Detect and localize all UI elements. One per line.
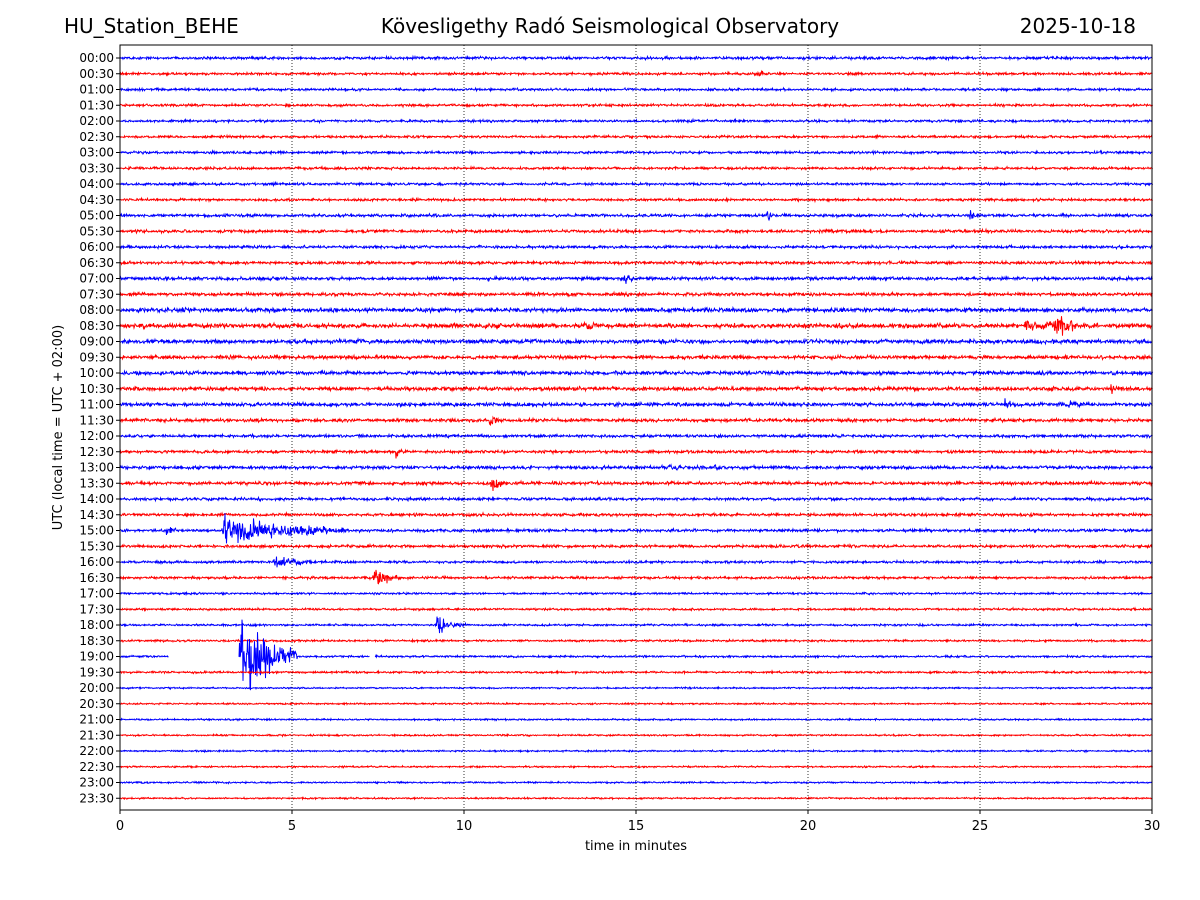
y-tick-label-06:00: 06:00	[79, 240, 114, 254]
plot-frame	[119, 44, 1153, 811]
y-tick-label-19:30: 19:30	[79, 665, 114, 679]
trace-14:30	[120, 511, 1153, 519]
y-tick-label-09:00: 09:00	[79, 335, 114, 349]
y-tick-label-10:00: 10:00	[79, 366, 114, 380]
chart-date: 2025-10-18	[1019, 14, 1136, 38]
y-tick-label-18:00: 18:00	[79, 618, 114, 632]
x-tick-label-0: 0	[116, 819, 124, 834]
trace-01:00	[119, 86, 1153, 93]
y-tick-label-04:00: 04:00	[79, 177, 114, 191]
y-tick-label-12:00: 12:00	[79, 429, 114, 443]
trace-04:30	[119, 196, 1153, 204]
trace-16:30	[119, 569, 1153, 585]
trace-10:30	[119, 384, 1153, 395]
y-tick-label-02:30: 02:30	[79, 130, 114, 144]
y-tick-label-16:00: 16:00	[79, 555, 114, 569]
y-tick-label-21:00: 21:00	[79, 713, 114, 727]
y-tick-label-18:30: 18:30	[79, 634, 114, 648]
x-tick-label-10: 10	[456, 819, 473, 834]
trace-08:30	[119, 316, 1153, 336]
y-tick-label-19:00: 19:00	[79, 650, 114, 664]
trace-23:00	[119, 780, 1153, 785]
trace-00:30	[119, 69, 1153, 78]
y-tick-label-11:30: 11:30	[79, 413, 114, 427]
y-tick-label-08:30: 08:30	[79, 319, 114, 333]
trace-09:00	[119, 337, 1153, 346]
x-tick-label-15: 15	[628, 819, 645, 834]
y-tick-label-20:30: 20:30	[79, 697, 114, 711]
trace-06:30	[119, 259, 1153, 267]
x-tick-label-25: 25	[972, 819, 989, 834]
trace-12:00	[119, 432, 1153, 440]
y-tick-label-15:00: 15:00	[79, 524, 114, 538]
trace-11:30	[119, 415, 1153, 426]
chart-title: Kövesligethy Radó Seismological Observat…	[380, 14, 840, 38]
trace-15:00	[119, 513, 1153, 544]
y-tick-label-00:30: 00:30	[79, 67, 114, 81]
y-tick-label-03:00: 03:00	[79, 146, 114, 160]
trace-04:00	[119, 180, 1153, 188]
trace-20:30	[119, 701, 1153, 707]
y-tick-label-01:00: 01:00	[79, 83, 114, 97]
y-tick-label-22:30: 22:30	[79, 760, 114, 774]
trace-05:00	[119, 210, 1153, 222]
trace-02:30	[119, 133, 1153, 140]
trace-17:00	[119, 590, 1153, 597]
trace-22:30	[119, 764, 1153, 770]
y-tick-label-08:00: 08:00	[79, 303, 114, 317]
y-tick-label-07:30: 07:30	[79, 287, 114, 301]
y-tick-label-20:00: 20:00	[79, 681, 114, 695]
trace-09:30	[119, 353, 1153, 362]
x-tick-label-20: 20	[800, 819, 817, 834]
trace-11:00	[119, 398, 1153, 409]
x-tick-label-30: 30	[1144, 819, 1161, 834]
y-tick-label-07:00: 07:00	[79, 272, 114, 286]
trace-12:30	[119, 447, 1153, 459]
y-axis-label: UTC (local time = UTC + 02:00)	[51, 325, 66, 530]
station-name: HU_Station_BEHE	[64, 14, 239, 38]
y-tick-label-17:00: 17:00	[79, 587, 114, 601]
y-tick-label-14:00: 14:00	[79, 492, 114, 506]
y-tick-label-06:30: 06:30	[79, 256, 114, 270]
y-tick-label-10:30: 10:30	[79, 382, 114, 396]
y-tick-label-21:30: 21:30	[79, 728, 114, 742]
y-tick-label-12:30: 12:30	[79, 445, 114, 459]
y-tick-label-01:30: 01:30	[79, 98, 114, 112]
y-tick-label-15:30: 15:30	[79, 539, 114, 553]
y-tick-label-22:00: 22:00	[79, 744, 114, 758]
x-tick-label-5: 5	[288, 819, 296, 834]
y-tick-label-05:00: 05:00	[79, 209, 114, 223]
grid-layer	[291, 45, 981, 810]
y-tick-label-09:30: 09:30	[79, 350, 114, 364]
y-tick-label-04:30: 04:30	[79, 193, 114, 207]
y-tick-label-02:00: 02:00	[79, 114, 114, 128]
y-tick-label-13:30: 13:30	[79, 476, 114, 490]
y-tick-label-05:30: 05:30	[79, 224, 114, 238]
y-tick-label-17:30: 17:30	[79, 602, 114, 616]
trace-07:00	[119, 274, 1153, 284]
y-tick-label-16:30: 16:30	[79, 571, 114, 585]
trace-18:00	[119, 616, 1153, 634]
trace-19:00	[119, 619, 1153, 691]
trace-14:00	[119, 495, 1153, 503]
trace-08:00	[119, 305, 1153, 315]
y-tick-label-23:30: 23:30	[79, 791, 114, 805]
y-tick-label-13:00: 13:00	[79, 461, 114, 475]
y-tick-label-23:00: 23:00	[79, 776, 114, 790]
y-tick-label-00:00: 00:00	[79, 51, 114, 65]
y-tick-label-14:30: 14:30	[79, 508, 114, 522]
y-tick-label-03:30: 03:30	[79, 161, 114, 175]
trace-18:30	[119, 637, 1153, 644]
x-axis-label: time in minutes	[585, 839, 687, 854]
y-tick-label-11:00: 11:00	[79, 398, 114, 412]
